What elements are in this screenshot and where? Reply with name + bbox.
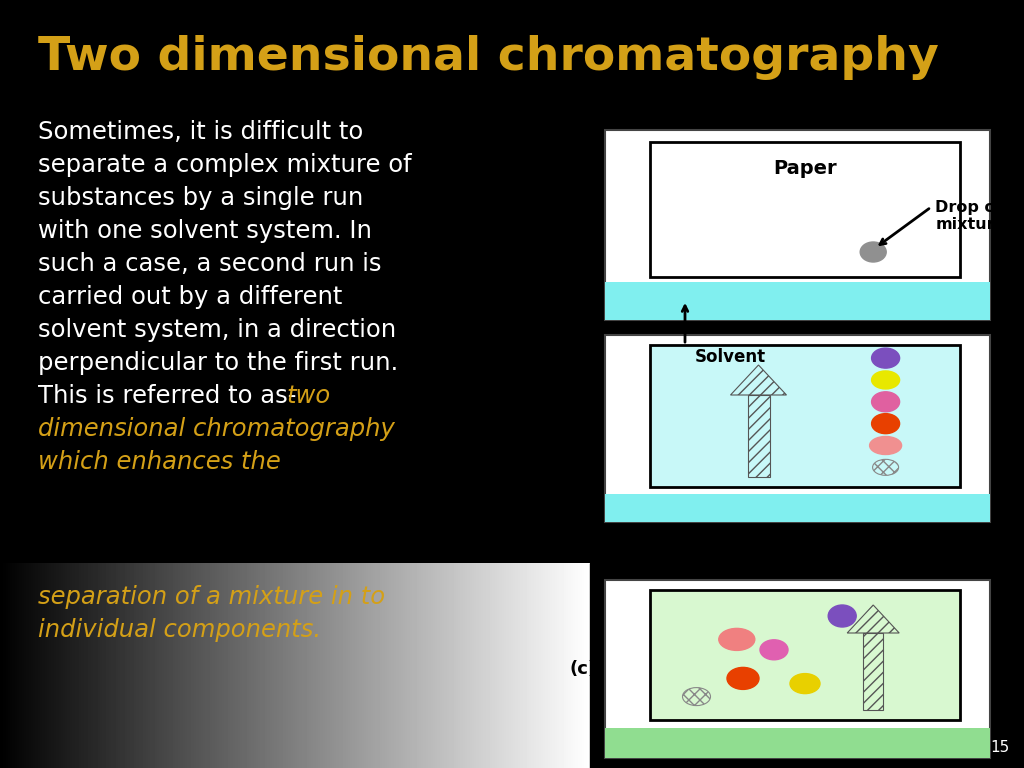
Bar xyxy=(605,130,990,320)
Ellipse shape xyxy=(871,392,900,412)
Text: Solvent: Solvent xyxy=(695,348,766,366)
Text: carried out by a different: carried out by a different xyxy=(38,285,342,309)
Text: solvent system, in a direction: solvent system, in a direction xyxy=(38,318,396,342)
Text: which enhances the: which enhances the xyxy=(38,450,281,474)
Text: substances by a single run: substances by a single run xyxy=(38,186,364,210)
Text: Sometimes, it is difficult to: Sometimes, it is difficult to xyxy=(38,120,364,144)
Text: (a): (a) xyxy=(568,216,597,234)
Bar xyxy=(605,728,990,758)
Text: dimensional chromatography: dimensional chromatography xyxy=(38,417,395,441)
Text: (b): (b) xyxy=(567,419,597,438)
Bar xyxy=(605,335,990,522)
Text: perpendicular to the first run.: perpendicular to the first run. xyxy=(38,351,398,375)
Ellipse shape xyxy=(871,371,900,389)
Text: Paper: Paper xyxy=(773,158,837,177)
Bar xyxy=(605,282,990,320)
Text: separation of a mixture in to: separation of a mixture in to xyxy=(38,585,385,609)
Bar xyxy=(650,590,961,720)
Text: Drop of
mixture: Drop of mixture xyxy=(935,200,1006,233)
Bar xyxy=(605,494,990,522)
Ellipse shape xyxy=(790,674,820,694)
Ellipse shape xyxy=(828,605,856,627)
Ellipse shape xyxy=(860,242,886,262)
Text: Two dimensional chromatography: Two dimensional chromatography xyxy=(38,35,939,81)
Bar xyxy=(748,395,769,477)
Bar xyxy=(650,345,961,487)
Bar xyxy=(650,142,961,277)
Text: 15: 15 xyxy=(991,740,1010,755)
Text: two: two xyxy=(286,384,331,408)
Bar xyxy=(590,563,1024,768)
Text: individual components.: individual components. xyxy=(38,618,322,642)
Ellipse shape xyxy=(869,436,901,455)
Text: (c): (c) xyxy=(570,660,597,678)
Text: separate a complex mixture of: separate a complex mixture of xyxy=(38,153,412,177)
Text: Some
hours
later: Some hours later xyxy=(1002,399,1024,458)
Text: such a case, a second run is: such a case, a second run is xyxy=(38,252,382,276)
Ellipse shape xyxy=(871,348,900,368)
Bar xyxy=(863,633,883,710)
Ellipse shape xyxy=(760,640,788,660)
Text: Some
hours
later: Some hours later xyxy=(1002,639,1024,699)
Ellipse shape xyxy=(871,414,900,434)
Text: This is referred to as-: This is referred to as- xyxy=(38,384,304,408)
Ellipse shape xyxy=(719,628,755,650)
Text: Turn paper 90° clockwise
and use a different solvent: Turn paper 90° clockwise and use a diffe… xyxy=(600,530,873,569)
Ellipse shape xyxy=(727,667,759,690)
Bar xyxy=(605,580,990,758)
Text: with one solvent system. In: with one solvent system. In xyxy=(38,219,372,243)
